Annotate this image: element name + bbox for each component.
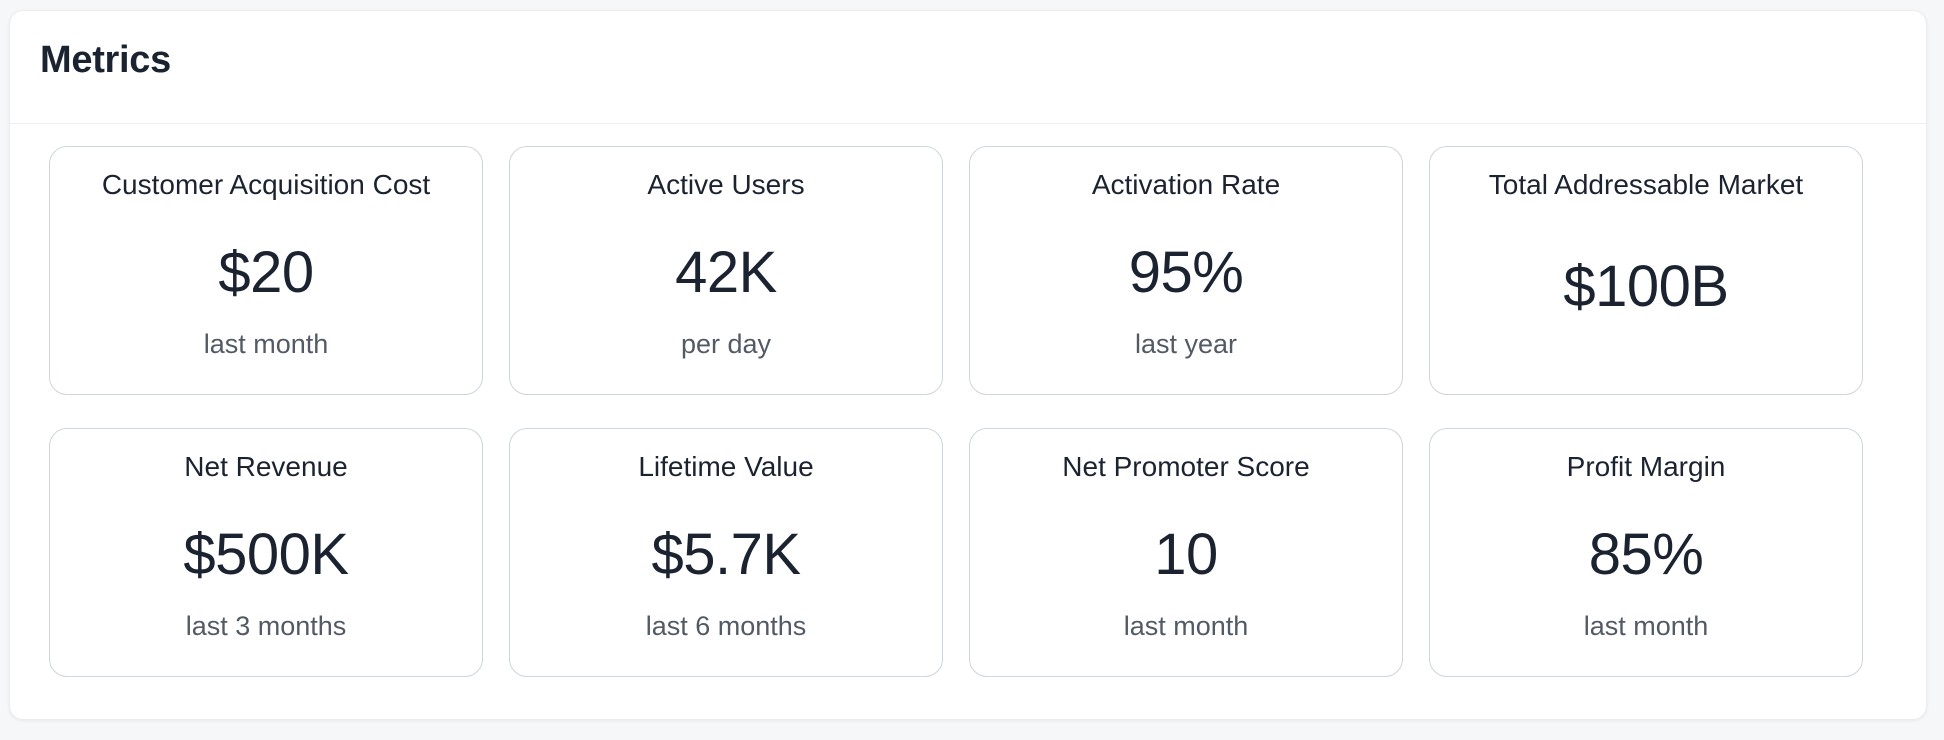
- metric-card-profit-margin: Profit Margin 85% last month: [1429, 428, 1863, 677]
- metric-value: $100B: [1563, 254, 1729, 319]
- metric-value: $500K: [183, 522, 349, 587]
- metric-card-lifetime-value: Lifetime Value $5.7K last 6 months: [509, 428, 943, 677]
- metric-period: last month: [203, 329, 329, 359]
- metric-title: Lifetime Value: [638, 451, 814, 482]
- metric-card-total-addressable-market: Total Addressable Market $100B: [1429, 146, 1863, 395]
- metric-title: Total Addressable Market: [1488, 169, 1804, 200]
- metric-value: $20: [218, 240, 314, 305]
- metric-period: last year: [1134, 329, 1238, 359]
- metric-value: $5.7K: [651, 522, 801, 587]
- metric-period: last month: [1583, 611, 1709, 641]
- metric-value: 42K: [675, 240, 777, 305]
- panel-header: Metrics: [10, 11, 1926, 124]
- metric-title: Active Users: [647, 169, 805, 200]
- metric-title: Customer Acquisition Cost: [101, 169, 431, 200]
- metric-value: 85%: [1588, 522, 1704, 587]
- metric-value: 10: [1154, 522, 1218, 587]
- metric-card-net-revenue: Net Revenue $500K last 3 months: [49, 428, 483, 677]
- metric-card-activation-rate: Activation Rate 95% last year: [969, 146, 1403, 395]
- metric-period: per day: [680, 329, 772, 359]
- panel-title: Metrics: [40, 38, 171, 81]
- metric-card-active-users: Active Users 42K per day: [509, 146, 943, 395]
- metric-title: Activation Rate: [1091, 169, 1281, 200]
- metric-card-customer-acquisition-cost: Customer Acquisition Cost $20 last month: [49, 146, 483, 395]
- metric-period: last 6 months: [645, 611, 807, 641]
- metric-title: Net Promoter Score: [1062, 451, 1310, 482]
- metric-value: 95%: [1128, 240, 1244, 305]
- metric-title: Net Revenue: [184, 451, 348, 482]
- metric-period: last 3 months: [185, 611, 347, 641]
- metric-title: Profit Margin: [1566, 451, 1726, 482]
- metric-card-net-promoter-score: Net Promoter Score 10 last month: [969, 428, 1403, 677]
- metrics-grid: Customer Acquisition Cost $20 last month…: [49, 146, 1863, 677]
- metric-period: last month: [1123, 611, 1249, 641]
